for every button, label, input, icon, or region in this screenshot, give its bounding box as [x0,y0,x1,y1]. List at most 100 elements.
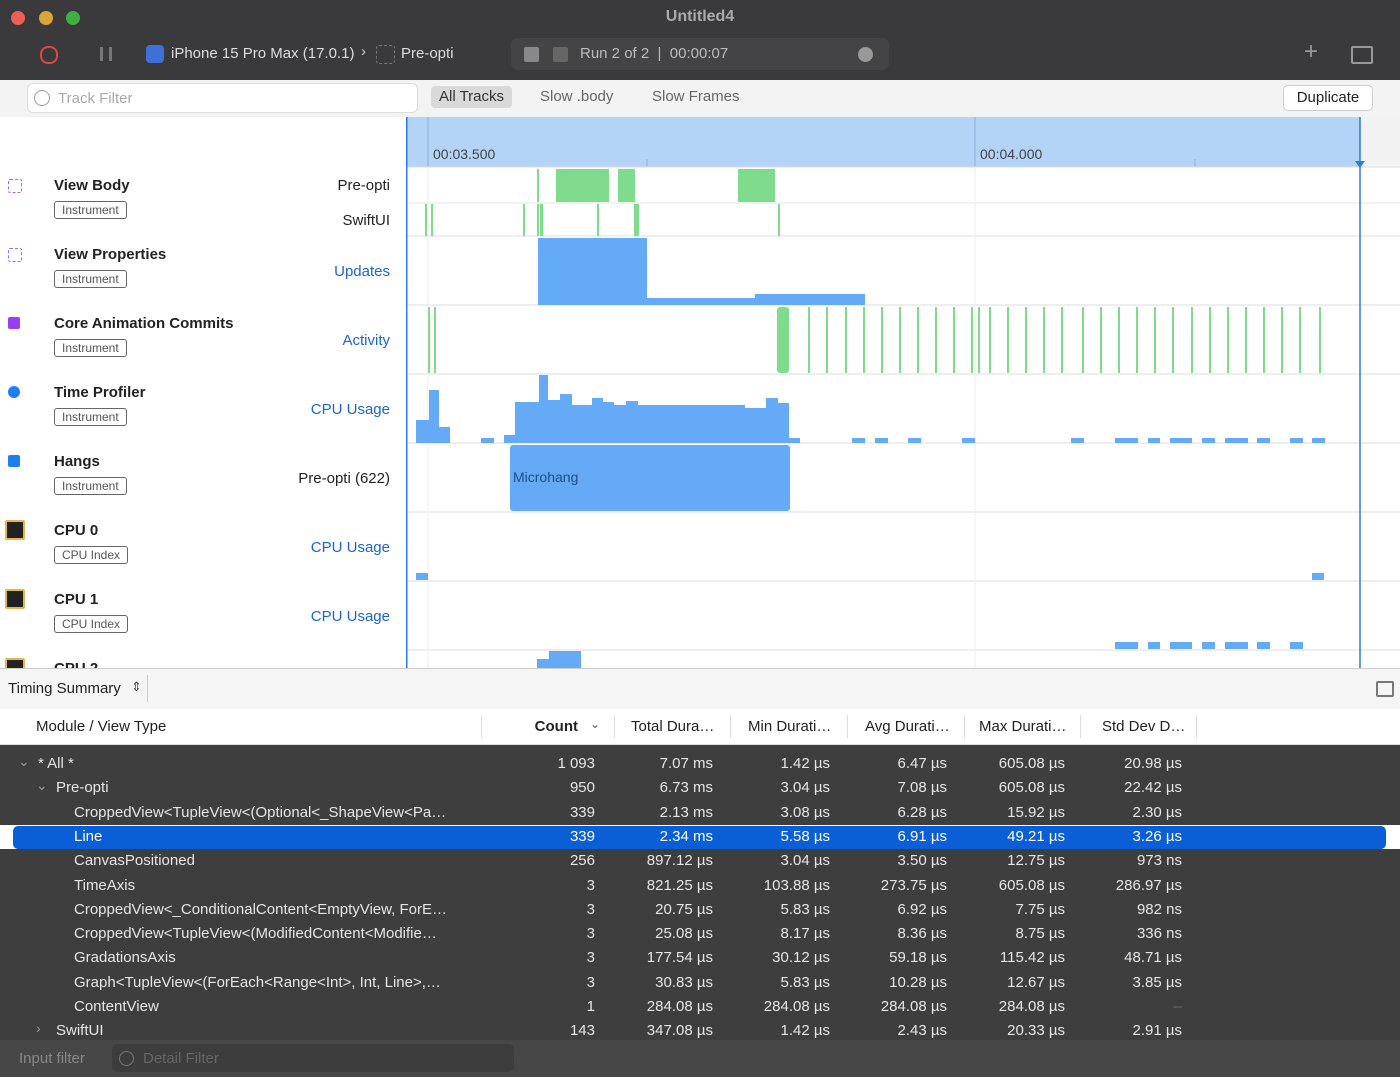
body-interval [738,169,775,202]
cpu-bar [481,438,494,443]
scope-tab[interactable]: Slow .body [540,88,614,105]
lane-label[interactable]: CPU Usage [310,539,390,556]
row-value: 20.75 µs [655,900,713,918]
add-button[interactable]: + [1304,38,1319,65]
table-row[interactable]: › SwiftUI 143 347.08 µs 1.42 µs 2.43 µs 20.33 … [0,1019,1400,1040]
cpu-bar [1202,438,1215,443]
column-header[interactable]: Avg Durati… [865,718,950,735]
row-value: 2.43 µs [897,1022,947,1040]
column-header[interactable]: Total Dura… [631,718,715,735]
table-row[interactable]: GradationsAxis 3 177.54 µs 30.12 µs 59.18 µs… [0,946,1400,970]
disclosure[interactable]: › [36,1020,41,1037]
table-row[interactable]: Graph<TupleView<(ForEach<Range<Int>, Int… [0,971,1400,995]
track-name[interactable]: CPU 1 [54,591,99,608]
zoom-button[interactable] [66,11,80,25]
lane-label[interactable]: Activity [342,332,390,349]
cpu-bar [539,375,548,443]
row-value: 177.54 µs [646,949,713,967]
device[interactable]: iPhone 15 Pro Max (17.0.1) [171,45,355,62]
row-value: 5.58 µs [780,827,830,845]
column-header[interactable]: Module / View Type [36,718,167,735]
track-tag: Instrument [54,201,127,219]
ruler-right [1360,117,1400,167]
cpu-bar [515,402,539,443]
commit [1025,307,1027,373]
row-value: 3.04 µs [780,779,830,797]
minimize-button[interactable] [39,11,53,25]
cpu-bar [504,435,515,443]
cpu-bar [1312,438,1325,443]
lane-label[interactable]: CPU Usage [310,401,390,418]
table-row[interactable]: CroppedView<TupleView<(Optional<_ShapeVi… [0,801,1400,825]
table-row[interactable]: CroppedView<TupleView<(ModifiedContent<M… [0,922,1400,946]
info-button[interactable] [858,47,873,62]
duplicate-button[interactable]: Duplicate [1283,85,1373,111]
detail-filter[interactable] [112,1044,514,1072]
row-value: 286.97 µs [1115,876,1182,894]
disclosure[interactable]: ⌄ [18,753,30,769]
input-filter[interactable]: Input filter [19,1050,85,1067]
table-row[interactable]: Line 339 2.34 ms 5.58 µs 6.91 µs 49.21 µs 3.26… [0,824,1400,849]
summary-title[interactable]: Timing Summary [8,680,121,697]
track-list: View Body Instrument Pre-opti SwiftUI View P… [0,117,406,668]
row-value: 3 [586,876,595,894]
cpu-bar [592,398,603,443]
table-row[interactable]: CanvasPositioned 256 897.12 µs 3.04 µs 3.50 … [0,849,1400,873]
cpu-bar [789,438,800,443]
lane-label[interactable]: Updates [334,263,390,280]
row-value: 12.75 µs [1007,852,1065,870]
cpu-bar [1170,438,1192,443]
layout-button[interactable] [1351,46,1373,64]
row-value: 336 ns [1136,925,1182,943]
track-name[interactable]: Hangs [54,453,100,470]
track-name[interactable]: View Properties [54,246,167,263]
column-header[interactable]: Min Durati… [748,718,832,735]
column-header[interactable]: Count [534,718,578,735]
table-row[interactable]: TimeAxis 3 821.25 µs 103.88 µs 273.75 µs 605.… [0,874,1400,898]
table-row[interactable]: ⌄ Pre-opti 950 6.73 ms 3.04 µs 7.08 µs 605.08 … [0,776,1400,800]
track-name[interactable]: Core Animation Commits [54,315,234,332]
table-row[interactable]: ContentView 1 284.08 µs 284.08 µs 284.08 µs 2… [0,995,1400,1019]
commit [434,307,436,373]
track-name[interactable]: Time Profiler [54,384,146,401]
record-button[interactable] [40,46,58,64]
scope-tab[interactable]: All Tracks [431,86,513,108]
prev-run[interactable] [524,47,539,62]
next-run[interactable] [553,47,568,62]
lane-label[interactable]: Pre-opti [337,177,390,194]
column-header[interactable]: Max Durati… [979,718,1067,735]
row-value: 2.13 ms [659,803,713,821]
row-value: 973 ns [1136,852,1182,870]
scope-tab[interactable]: Slow Frames [652,88,740,105]
row-name: GradationsAxis [74,949,176,967]
pause-button[interactable] [100,47,112,61]
track-tag: Instrument [54,408,127,426]
column-header[interactable]: Std Dev D… [1102,718,1186,735]
target[interactable]: Pre-opti [401,45,454,62]
track-name[interactable]: CPU 2 [54,660,98,668]
disclosure[interactable]: ⌄ [36,777,48,794]
lane-label[interactable]: CPU Usage [310,608,390,625]
row-value: 15.92 µs [1007,803,1065,821]
update-interval [755,294,865,305]
row-value: 1.42 µs [780,755,830,772]
commit [1209,307,1211,373]
track-name[interactable]: CPU 0 [54,522,99,539]
close-button[interactable] [11,11,25,25]
commit [1245,307,1247,373]
table-row[interactable]: CroppedView<_ConditionalContent<EmptyVie… [0,898,1400,922]
row-name: ContentView [74,998,159,1015]
row-value: 284.08 µs [763,998,830,1015]
cpu-bar [1257,642,1270,649]
lane-label[interactable]: Pre-opti (622) [298,470,390,487]
ruler-label: 00:04.000 [980,146,1042,162]
track-name[interactable]: View Body [54,177,130,194]
inspector-button[interactable] [1376,681,1394,697]
track-filter[interactable] [27,83,418,113]
row-name: Pre-opti [56,779,109,797]
track-icon [8,179,22,193]
row-value: 6.73 ms [659,779,713,797]
table-row[interactable]: ⌄ * All * 1 093 7.07 ms 1.42 µs 6.47 µs 605.08… [0,752,1400,776]
lane-label[interactable]: SwiftUI [342,212,390,229]
row-name: Graph<TupleView<(ForEach<Range<Int>, Int… [74,973,441,991]
